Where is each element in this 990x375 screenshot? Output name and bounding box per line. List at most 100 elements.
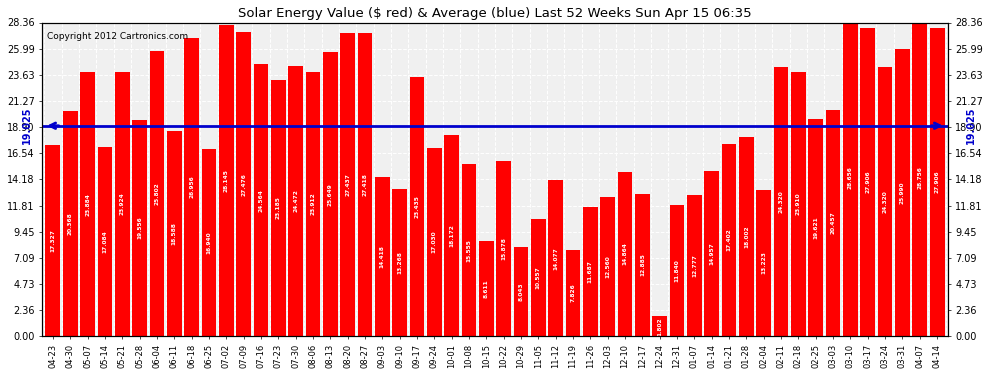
Text: 12.885: 12.885 <box>640 254 644 276</box>
Text: 18.002: 18.002 <box>743 225 748 248</box>
Bar <box>149 51 164 336</box>
Text: 19.025: 19.025 <box>22 107 32 144</box>
Bar <box>288 66 303 336</box>
Bar <box>184 38 199 336</box>
Bar <box>410 77 425 336</box>
Text: 19.621: 19.621 <box>813 216 819 239</box>
Text: 14.864: 14.864 <box>623 243 628 266</box>
Text: 7.826: 7.826 <box>570 284 575 302</box>
Bar <box>357 33 372 336</box>
Bar <box>860 27 875 336</box>
Text: 14.957: 14.957 <box>709 242 714 265</box>
Bar <box>46 144 60 336</box>
Text: 11.840: 11.840 <box>674 260 679 282</box>
Bar <box>62 111 77 336</box>
Text: 17.327: 17.327 <box>50 229 55 252</box>
Text: 28.756: 28.756 <box>918 166 923 189</box>
Text: 27.437: 27.437 <box>346 173 350 196</box>
Bar <box>895 49 910 336</box>
Text: 17.030: 17.030 <box>432 231 437 253</box>
Bar <box>392 189 407 336</box>
Bar <box>652 316 667 336</box>
Text: 24.564: 24.564 <box>258 189 263 212</box>
Text: 12.777: 12.777 <box>692 254 697 277</box>
Text: 17.402: 17.402 <box>727 228 732 251</box>
Text: 1.802: 1.802 <box>657 317 662 336</box>
Bar <box>913 18 928 336</box>
Bar <box>843 19 857 336</box>
Text: 12.560: 12.560 <box>605 255 610 278</box>
Bar <box>740 137 753 336</box>
Text: Copyright 2012 Cartronics.com: Copyright 2012 Cartronics.com <box>47 32 188 41</box>
Text: 20.368: 20.368 <box>67 212 72 235</box>
Bar <box>722 144 737 336</box>
Text: 24.320: 24.320 <box>883 190 888 213</box>
Bar <box>253 64 268 336</box>
Text: 23.435: 23.435 <box>415 195 420 218</box>
Text: 20.457: 20.457 <box>831 211 836 234</box>
Text: 8.611: 8.611 <box>484 279 489 298</box>
Text: 28.145: 28.145 <box>224 169 229 192</box>
Bar <box>202 149 216 336</box>
Bar <box>514 247 529 336</box>
Bar <box>461 164 476 336</box>
Text: 25.990: 25.990 <box>900 181 905 204</box>
Text: 28.656: 28.656 <box>848 166 853 189</box>
Text: 15.555: 15.555 <box>466 239 471 262</box>
Text: 16.940: 16.940 <box>206 231 212 254</box>
Text: 23.884: 23.884 <box>85 193 90 216</box>
Bar <box>479 241 494 336</box>
Text: 26.956: 26.956 <box>189 176 194 198</box>
Text: 23.910: 23.910 <box>796 193 801 215</box>
Bar <box>133 120 147 336</box>
Text: 17.084: 17.084 <box>102 230 107 253</box>
Bar <box>791 72 806 336</box>
Bar <box>687 195 702 336</box>
Bar <box>341 33 355 336</box>
Text: 27.906: 27.906 <box>865 171 870 193</box>
Text: 18.588: 18.588 <box>171 222 177 245</box>
Bar <box>774 67 788 336</box>
Bar <box>115 72 130 336</box>
Text: 8.043: 8.043 <box>519 282 524 301</box>
Text: 15.878: 15.878 <box>501 237 506 260</box>
Bar <box>531 219 545 336</box>
Bar <box>826 110 841 336</box>
Bar <box>306 72 321 336</box>
Text: 19.556: 19.556 <box>137 217 142 239</box>
Bar <box>548 180 563 336</box>
Bar <box>427 148 442 336</box>
Text: 25.649: 25.649 <box>328 183 333 206</box>
Bar <box>756 190 771 336</box>
Bar <box>618 172 633 336</box>
Bar <box>878 67 893 336</box>
Bar <box>809 119 823 336</box>
Text: 10.557: 10.557 <box>536 266 541 289</box>
Bar <box>323 53 338 336</box>
Bar <box>219 25 234 336</box>
Bar <box>80 72 95 336</box>
Bar <box>445 135 459 336</box>
Bar <box>635 194 649 336</box>
Text: 23.185: 23.185 <box>276 196 281 219</box>
Bar <box>97 147 112 336</box>
Bar <box>375 177 390 336</box>
Text: 25.802: 25.802 <box>154 182 159 205</box>
Bar <box>271 80 286 336</box>
Bar <box>167 130 181 336</box>
Bar <box>669 205 684 336</box>
Text: 13.268: 13.268 <box>397 251 402 274</box>
Title: Solar Energy Value ($ red) & Average (blue) Last 52 Weeks Sun Apr 15 06:35: Solar Energy Value ($ red) & Average (bl… <box>239 7 751 20</box>
Text: 19.025: 19.025 <box>965 107 975 144</box>
Bar <box>583 207 598 336</box>
Bar <box>496 160 511 336</box>
Bar <box>930 27 944 336</box>
Text: 27.418: 27.418 <box>362 173 367 196</box>
Bar <box>237 32 250 336</box>
Text: 18.172: 18.172 <box>449 224 454 247</box>
Text: 11.687: 11.687 <box>588 260 593 283</box>
Text: 23.924: 23.924 <box>120 192 125 215</box>
Text: 14.077: 14.077 <box>553 247 558 270</box>
Text: 13.223: 13.223 <box>761 252 766 274</box>
Bar <box>704 171 719 336</box>
